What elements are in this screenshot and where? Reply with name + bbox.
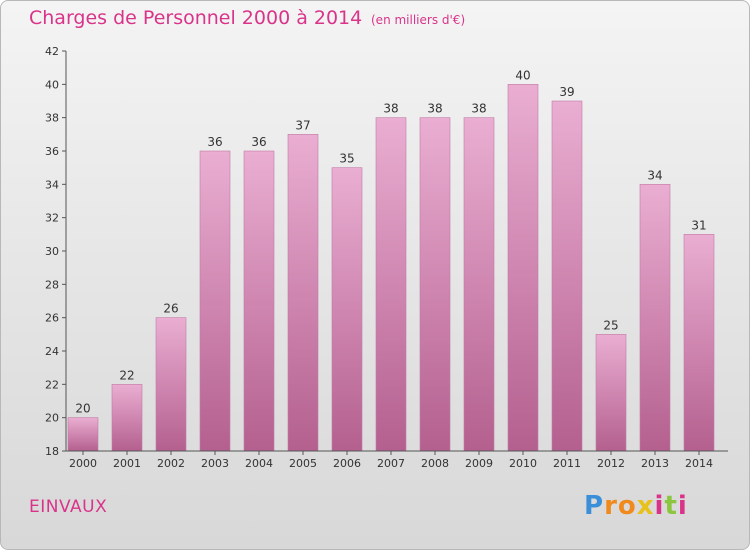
bar-value-label: 36 — [207, 135, 222, 149]
y-tick-label: 40 — [45, 78, 59, 91]
bar-value-label: 25 — [603, 318, 618, 332]
x-tick-label: 2009 — [465, 457, 493, 470]
x-tick-label: 2001 — [113, 457, 141, 470]
y-tick-label: 22 — [45, 378, 59, 391]
bar-value-label: 38 — [471, 102, 486, 116]
y-tick-label: 20 — [45, 412, 59, 425]
bar-2005 — [287, 134, 319, 452]
y-tick-label: 34 — [45, 178, 59, 191]
x-tick-label: 2008 — [421, 457, 449, 470]
bar-value-label: 37 — [295, 118, 310, 132]
x-tick-label: 2000 — [69, 457, 97, 470]
x-tick-label: 2005 — [289, 457, 317, 470]
bar-value-label: 20 — [75, 402, 90, 416]
x-tick-label: 2003 — [201, 457, 229, 470]
x-tick-label: 2010 — [509, 457, 537, 470]
x-tick-label: 2007 — [377, 457, 405, 470]
bar-2002 — [155, 317, 187, 452]
y-tick-label: 24 — [45, 345, 59, 358]
bar-2009 — [463, 117, 495, 452]
bar-value-label: 34 — [647, 168, 662, 182]
bar-value-label: 39 — [559, 85, 574, 99]
bar-2003 — [199, 150, 231, 452]
bar-value-label: 36 — [251, 135, 266, 149]
bar-value-label: 31 — [691, 218, 706, 232]
bar-2008 — [419, 117, 451, 452]
x-tick-label: 2014 — [685, 457, 713, 470]
y-tick-label: 32 — [45, 212, 59, 225]
y-tick-label: 36 — [45, 145, 59, 158]
x-tick-label: 2011 — [553, 457, 581, 470]
bar-2014 — [683, 234, 715, 452]
x-tick-label: 2006 — [333, 457, 361, 470]
x-tick-label: 2013 — [641, 457, 669, 470]
chart-unit-note: (en milliers d'€) — [371, 13, 466, 27]
x-tick-label: 2012 — [597, 457, 625, 470]
bar-value-label: 38 — [427, 102, 442, 116]
bars: 20 22 26 36 36 37 35 38 38 38 40 39 25 34 31 — [67, 68, 715, 452]
x-axis: 2000 2001 2002 2003 2004 2005 2006 2007 2008 2009… — [66, 450, 728, 470]
x-tick-label: 2002 — [157, 457, 185, 470]
y-tick-label: 42 — [45, 45, 59, 58]
bar-2001 — [111, 384, 143, 452]
bar-2011 — [551, 100, 583, 452]
bar-value-label: 40 — [515, 68, 530, 82]
y-tick-label: 18 — [45, 445, 59, 458]
chart-title: Charges de Personnel 2000 à 2014 — [29, 7, 363, 29]
bar-2006 — [331, 167, 363, 452]
commune-name: EINVAUX — [29, 497, 108, 517]
bar-value-label: 38 — [383, 102, 398, 116]
bar-2010 — [507, 84, 539, 452]
y-tick-label: 38 — [45, 112, 59, 125]
y-tick-label: 26 — [45, 312, 59, 325]
bar-2007 — [375, 117, 407, 452]
bar-2012 — [595, 334, 627, 452]
bar-2013 — [639, 184, 671, 452]
bar-value-label: 26 — [163, 302, 178, 316]
x-tick-label: 2004 — [245, 457, 273, 470]
bar-value-label: 22 — [119, 368, 134, 382]
bar-2000 — [67, 417, 99, 452]
y-tick-label: 28 — [45, 278, 59, 291]
y-axis: 18 20 22 24 26 28 30 32 34 36 38 40 42 — [45, 45, 67, 458]
bar-2004 — [243, 150, 275, 452]
proxiti-logo: Proxiti — [584, 491, 688, 521]
y-tick-label: 30 — [45, 245, 59, 258]
bar-value-label: 35 — [339, 152, 354, 166]
